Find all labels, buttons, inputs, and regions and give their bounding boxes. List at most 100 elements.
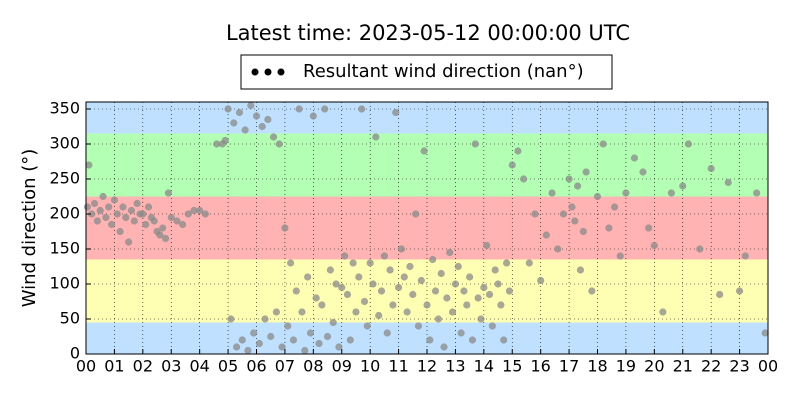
point xyxy=(110,196,119,204)
x-tick-label: 00 xyxy=(758,357,778,376)
point xyxy=(451,280,460,288)
point xyxy=(227,315,235,323)
point xyxy=(295,105,303,113)
point xyxy=(164,189,173,197)
point xyxy=(85,161,93,169)
legend-marker xyxy=(264,68,272,76)
y-tick-label: 50 xyxy=(60,309,80,328)
point xyxy=(437,269,445,278)
point xyxy=(650,241,658,250)
point xyxy=(446,248,454,257)
point xyxy=(230,119,238,127)
x-tick-label: 21 xyxy=(673,357,693,376)
point xyxy=(213,140,221,148)
point xyxy=(315,339,323,348)
legend: Resultant wind direction (nan°) xyxy=(240,54,613,90)
point xyxy=(599,140,607,148)
x-tick-label: 03 xyxy=(161,357,181,376)
point xyxy=(267,332,275,341)
point xyxy=(574,182,582,190)
point xyxy=(582,168,590,176)
point xyxy=(386,266,394,274)
point xyxy=(83,203,92,211)
point xyxy=(412,210,420,218)
point xyxy=(304,273,312,281)
x-tick-label: 01 xyxy=(104,357,124,376)
point xyxy=(548,189,556,197)
point xyxy=(568,203,576,211)
point xyxy=(318,301,326,309)
point xyxy=(716,290,724,299)
point xyxy=(423,301,431,309)
point xyxy=(579,227,587,236)
point xyxy=(400,273,408,281)
point xyxy=(113,210,121,218)
point xyxy=(480,283,488,292)
point xyxy=(761,329,769,337)
y-axis-label: Wind direction (°) xyxy=(19,149,40,308)
point xyxy=(588,287,596,295)
point xyxy=(741,252,749,260)
point xyxy=(448,308,457,316)
y-tick-label: 200 xyxy=(49,204,80,223)
point xyxy=(161,234,170,243)
point xyxy=(520,175,528,183)
point xyxy=(753,189,761,197)
point xyxy=(389,301,397,309)
point xyxy=(605,224,613,232)
x-tick-label: 18 xyxy=(587,357,607,376)
point xyxy=(630,154,639,162)
point xyxy=(443,294,451,302)
point xyxy=(247,101,255,110)
x-tick-label: 06 xyxy=(246,357,266,376)
x-tick-label: 19 xyxy=(616,357,636,376)
point xyxy=(116,227,124,236)
point xyxy=(358,105,366,113)
point xyxy=(593,192,602,201)
point xyxy=(292,287,300,295)
point xyxy=(340,252,349,260)
bands xyxy=(86,102,768,354)
point xyxy=(167,213,175,222)
point xyxy=(488,322,496,330)
axes: 0 50 100 150 200 250 300 350 00 01 02 03 04 05 06 07 08 0… xyxy=(49,99,778,376)
point xyxy=(96,206,104,215)
point xyxy=(426,336,434,344)
point xyxy=(724,178,732,187)
point xyxy=(409,290,417,299)
x-tick-label: 04 xyxy=(189,357,209,376)
point xyxy=(349,259,357,267)
x-tick-label: 00 xyxy=(76,357,96,376)
point xyxy=(434,315,442,323)
point xyxy=(156,231,164,239)
x-tick-label: 05 xyxy=(218,357,238,376)
points xyxy=(83,101,769,355)
point xyxy=(406,262,414,271)
point xyxy=(93,217,101,225)
point xyxy=(565,175,573,183)
point xyxy=(272,308,280,316)
point xyxy=(457,329,465,337)
point xyxy=(559,210,568,218)
point xyxy=(494,280,502,288)
y-tick-label: 0 xyxy=(70,344,80,363)
point xyxy=(90,199,99,208)
point xyxy=(184,210,192,218)
point xyxy=(352,308,360,316)
x-tick-label: 12 xyxy=(417,357,437,376)
point xyxy=(366,259,374,267)
point xyxy=(88,210,96,218)
x-tick-label: 16 xyxy=(530,357,550,376)
point xyxy=(107,220,116,229)
point xyxy=(483,241,491,250)
legend-marker xyxy=(277,68,285,76)
point xyxy=(468,336,477,344)
point xyxy=(360,297,369,306)
point xyxy=(139,210,147,218)
point xyxy=(301,346,309,355)
point xyxy=(616,252,624,260)
chart-title: Latest time: 2023-05-12 00:00:00 UTC xyxy=(226,21,630,45)
point xyxy=(250,329,258,337)
point xyxy=(99,192,107,201)
point xyxy=(252,112,261,120)
